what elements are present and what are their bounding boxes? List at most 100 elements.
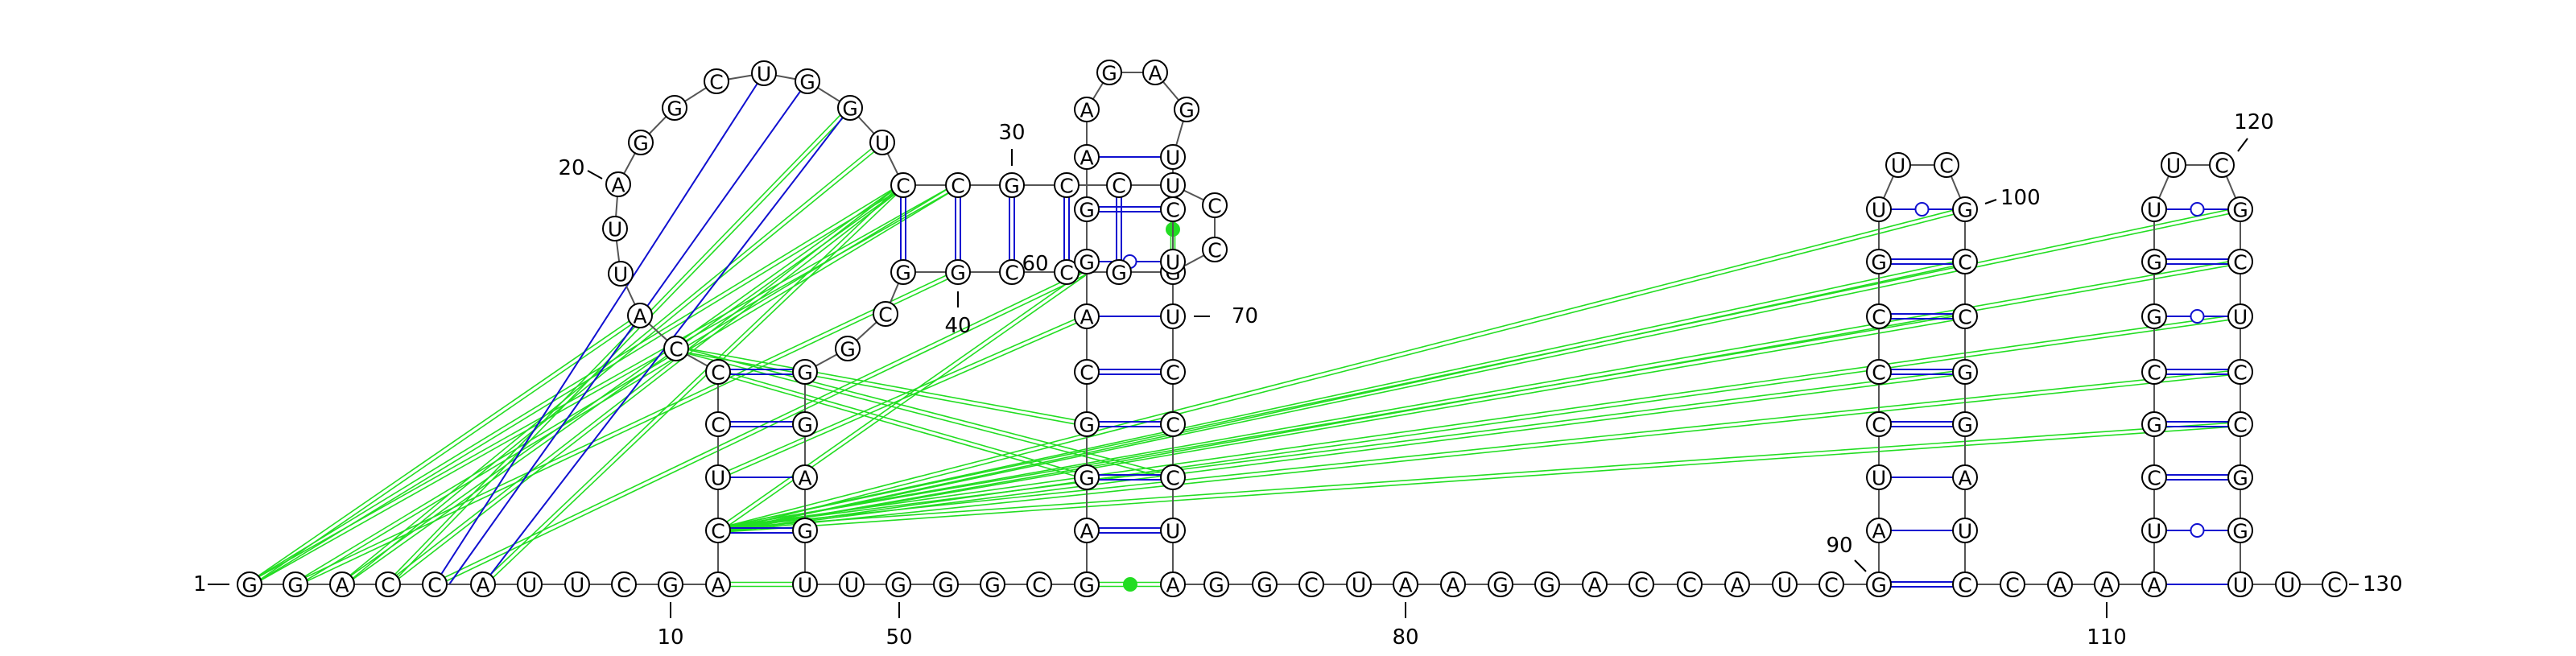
nucleotide: U — [2141, 518, 2167, 543]
wobble-pair-marker — [2190, 202, 2205, 217]
nucleotide: U — [792, 571, 818, 597]
position-number: 90 — [1826, 534, 1852, 558]
nucleotide-letter: C — [1166, 361, 1179, 385]
nucleotide-letter: G — [2232, 520, 2248, 543]
nucleotide-letter: G — [1004, 175, 1019, 198]
nucleotide-circle — [1202, 192, 1228, 218]
nucleotide-circle — [1160, 303, 1186, 329]
nucleotide-letter: C — [711, 520, 724, 543]
nucleotide-circle — [1440, 571, 1466, 597]
position-number: 30 — [998, 121, 1025, 145]
tertiary-interaction-line — [435, 273, 1088, 587]
nucleotide-circle — [1160, 571, 1186, 597]
nucleotide-circle — [705, 518, 731, 543]
nucleotide-letter: U — [875, 132, 890, 155]
nucleotide: U — [1866, 196, 1892, 222]
nucleotide-letter: G — [1101, 62, 1117, 85]
nucleotide-circle — [792, 411, 818, 437]
nucleotide-letter: U — [757, 63, 771, 86]
tertiary-interaction-line — [716, 270, 1087, 530]
nucleotide: U — [1160, 303, 1186, 329]
nucleotide: G — [1074, 464, 1100, 490]
nucleotide: G — [628, 130, 654, 155]
nucleotide-letter: C — [1166, 467, 1179, 490]
position-number: 110 — [2087, 625, 2127, 650]
nucleotide-letter: A — [335, 574, 349, 597]
nucleotide-letter: C — [1939, 155, 1953, 178]
tertiary-interaction-line — [718, 262, 1966, 534]
nucleotide-circle — [792, 518, 818, 543]
tertiary-interaction-line — [717, 206, 2240, 530]
nucleotide: A — [329, 571, 355, 597]
nucleotide-circle — [999, 259, 1025, 285]
nucleotide-letter: G — [1208, 574, 1224, 597]
nucleotide-circle — [792, 571, 818, 597]
nucleotide-letter: U — [2281, 574, 2295, 597]
nucleotide-letter: C — [381, 574, 394, 597]
nucleotide-letter: C — [1304, 574, 1318, 597]
nucleotide-letter: G — [1257, 574, 1272, 597]
nucleotide-letter: C — [1824, 574, 1838, 597]
nucleotide: C — [2227, 411, 2253, 437]
tertiary-interaction-line — [676, 345, 1088, 423]
nucleotide-letter: G — [842, 97, 857, 121]
nucleotide: C — [1054, 172, 1080, 198]
nucleotide-letter: C — [2233, 361, 2247, 385]
nucleotide-letter: C — [1872, 306, 1885, 329]
tertiary-interaction-line — [484, 186, 906, 587]
nucleotide-letter: U — [1352, 574, 1366, 597]
nucleotide-circle — [2141, 359, 2167, 385]
nucleotide: G — [835, 336, 861, 361]
nucleotide-letter: A — [1587, 574, 1601, 597]
nucleotide-letter: C — [1208, 239, 1221, 262]
nucleotide-circle — [237, 571, 262, 597]
nucleotide-letter: C — [1059, 262, 1073, 285]
nucleotide: G — [2141, 411, 2167, 437]
tertiary-interaction-line — [717, 369, 2240, 530]
nucleotide: U — [1866, 464, 1892, 490]
nucleotide-circle — [375, 571, 401, 597]
nucleotide: C — [1160, 464, 1186, 490]
nucleotide-letter: C — [709, 71, 723, 94]
position-number: 130 — [2363, 572, 2403, 596]
nucleotide-circle — [2141, 571, 2167, 597]
nucleotide-letter: U — [1872, 199, 1886, 222]
nucleotide-letter: U — [522, 574, 537, 597]
nucleotide-circle — [835, 336, 861, 361]
nucleotide: G — [1952, 359, 1978, 385]
nucleotide: C — [1054, 259, 1080, 285]
nucleotide: C — [1026, 571, 1052, 597]
nucleotide-circle — [1160, 249, 1186, 274]
nucleotide: C — [2141, 359, 2167, 385]
tertiary-interaction-line — [250, 316, 642, 587]
nucleotide: G — [2227, 464, 2253, 490]
tertiary-interaction-line — [717, 313, 1965, 530]
nucleotide-circle — [1952, 518, 1978, 543]
nucleotide-circle — [2209, 152, 2235, 178]
nucleotide: G — [283, 571, 308, 597]
nucleotide: C — [1677, 571, 1703, 597]
nucleotide-circle — [792, 464, 818, 490]
nucleotide-circle — [1074, 249, 1100, 274]
nucleotide: G — [1074, 411, 1100, 437]
nucleotide-circle — [1054, 172, 1080, 198]
nucleotide: G — [890, 259, 916, 285]
nucleotide-circle — [945, 259, 971, 285]
nucleotide-letter: C — [1166, 414, 1179, 437]
nucleotide: U — [2161, 152, 2186, 178]
nucleotide-letter: C — [1208, 195, 1221, 218]
nucleotide: C — [2141, 464, 2167, 490]
nucleotide-letter: G — [1079, 414, 1094, 437]
nucleotide: A — [605, 171, 631, 197]
nucleotide-circle — [1203, 571, 1229, 597]
nucleotide: G — [792, 518, 818, 543]
nucleotide-circle — [1866, 303, 1892, 329]
tertiary-interaction-line — [342, 186, 905, 587]
tertiary-interaction-line — [295, 273, 960, 587]
nucleotide: G — [2141, 303, 2167, 329]
nucleotide-circle — [1582, 571, 1608, 597]
nucleotide: G — [792, 411, 818, 437]
nucleotide: C — [1818, 571, 1844, 597]
nucleotide-circle — [627, 303, 653, 328]
